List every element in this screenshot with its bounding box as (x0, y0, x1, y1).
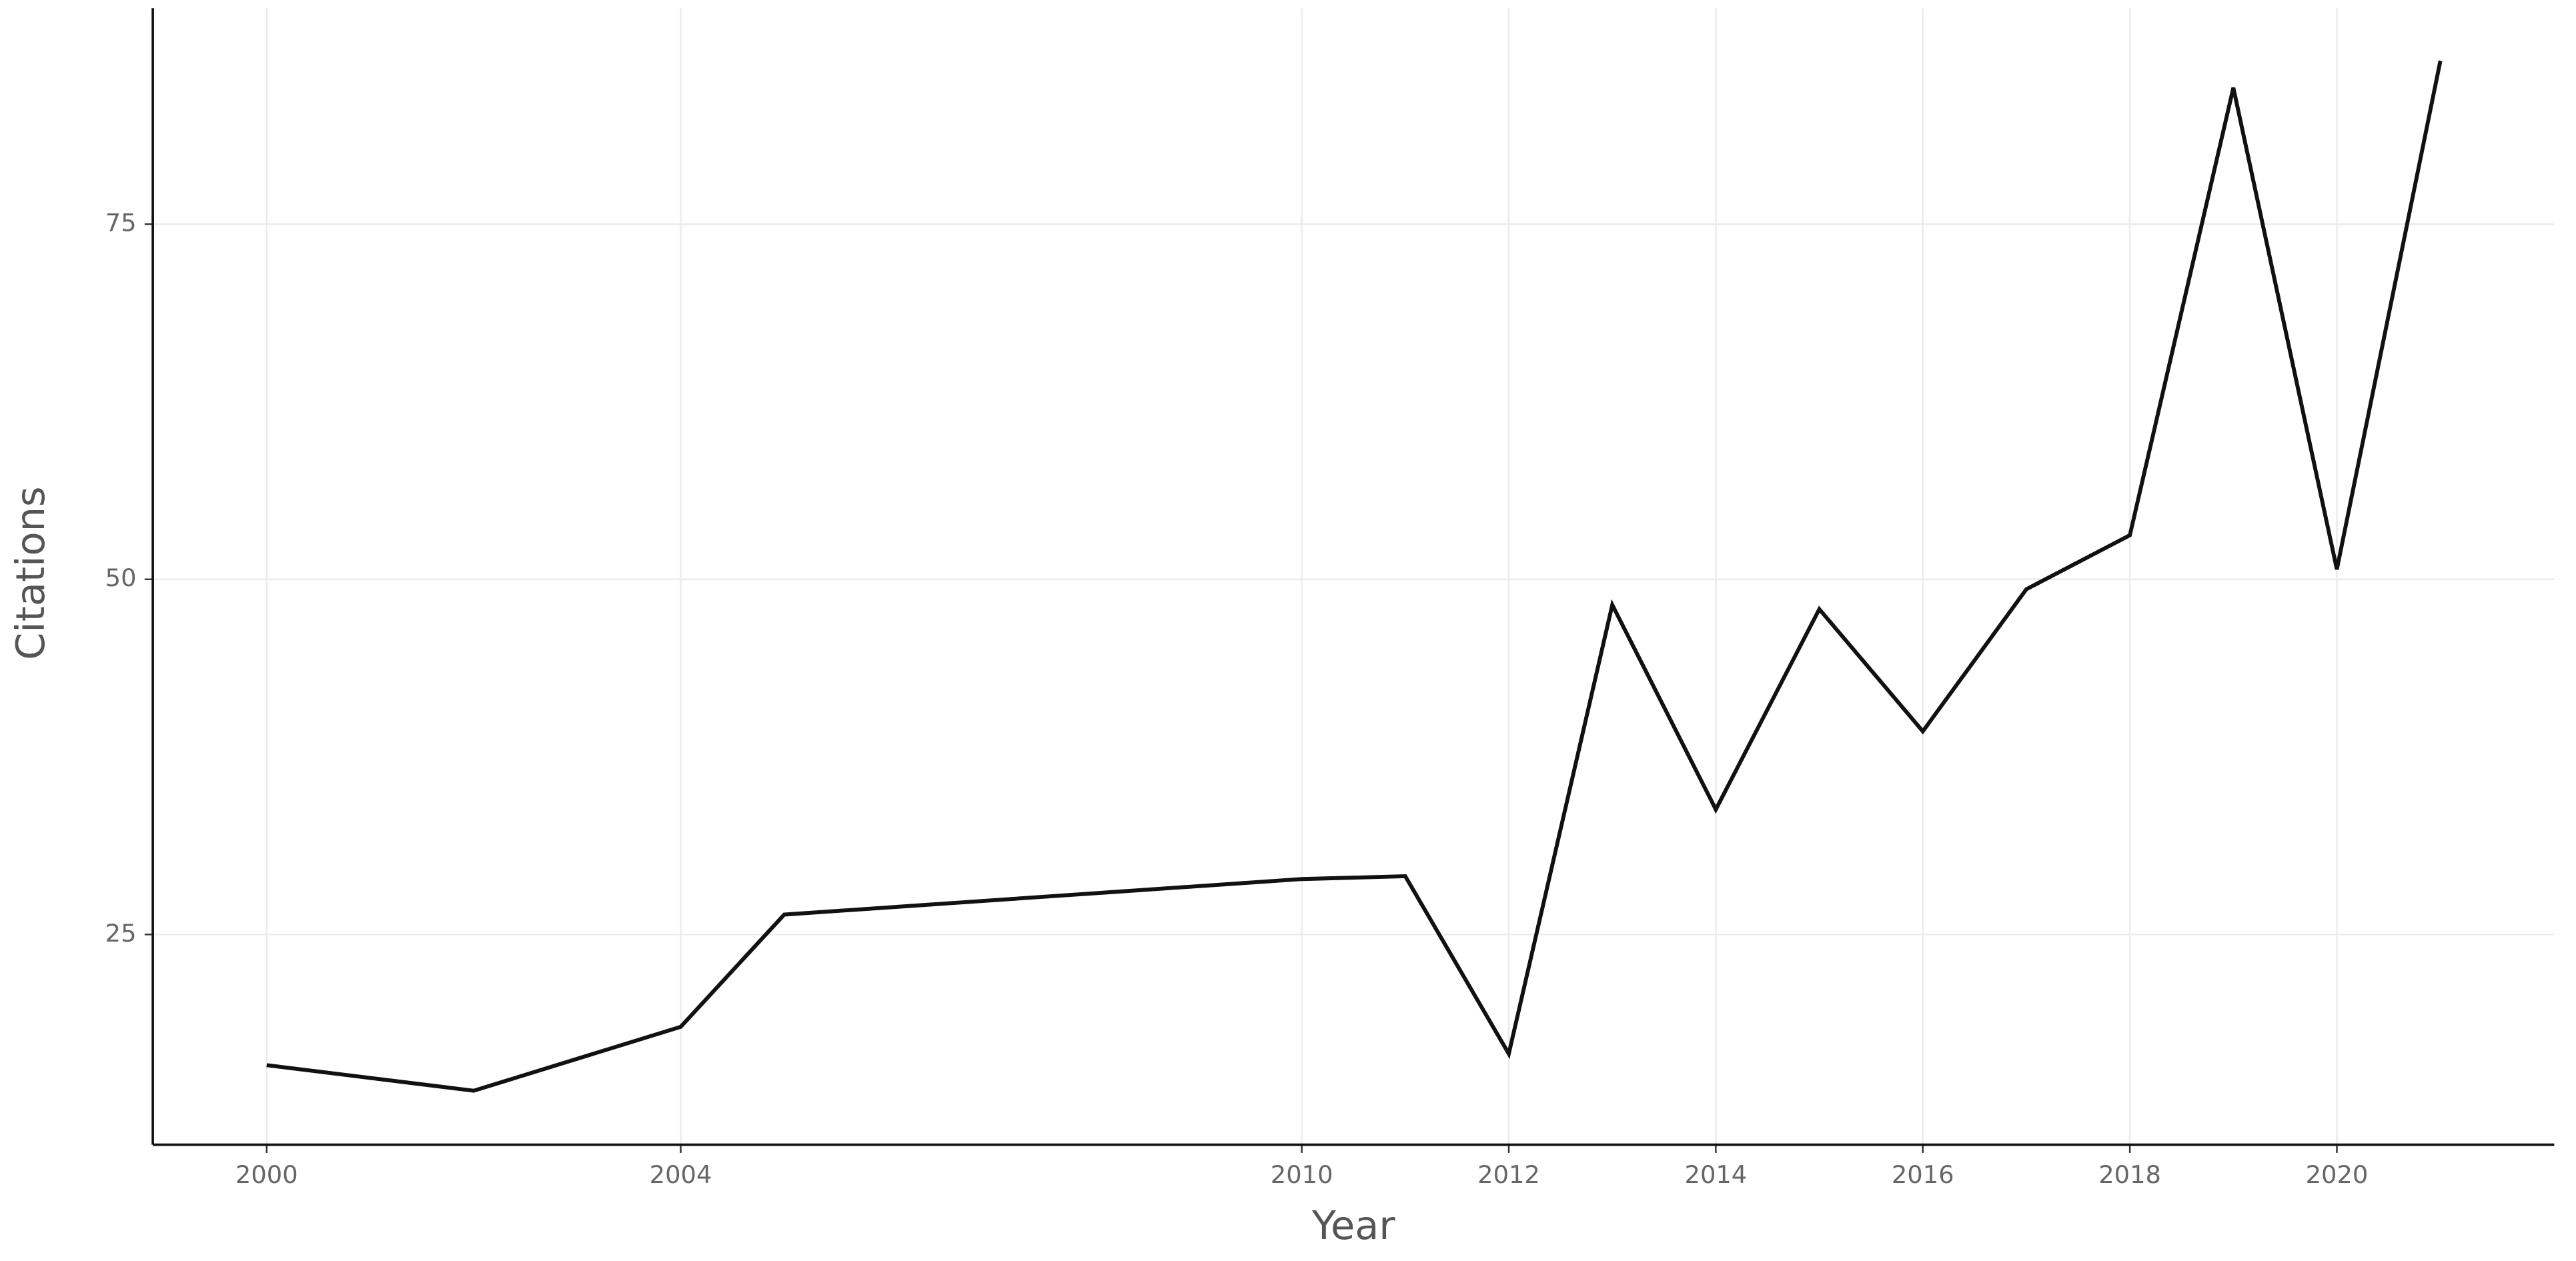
x-tick-label: 2000 (235, 1160, 298, 1189)
x-tick-label: 2010 (1271, 1160, 1333, 1189)
line (266, 60, 2443, 1093)
x-tick-label: 2018 (2098, 1160, 2161, 1189)
x-tick-label: 2014 (1685, 1160, 1748, 1189)
x-tick-label: 2012 (1477, 1160, 1540, 1189)
y-tick-label: 25 (105, 919, 137, 948)
y-axis-title: Citations (7, 486, 53, 660)
x-tick-label: 2020 (2306, 1160, 2369, 1189)
x-axis-title: Year (1311, 1202, 1396, 1248)
x-tick-label: 2004 (650, 1160, 712, 1189)
x-tick-label: 2016 (1892, 1160, 1954, 1189)
y-tick-label: 50 (105, 563, 137, 592)
y-tick-label: 75 (105, 209, 137, 237)
